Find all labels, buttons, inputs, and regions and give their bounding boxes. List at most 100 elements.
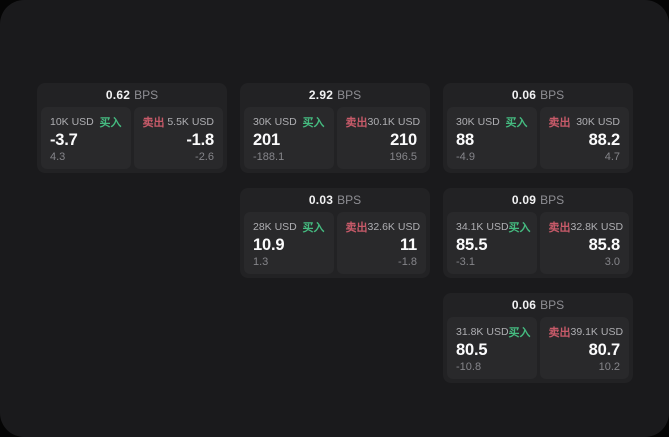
sell-quote-top: 卖出 5.5K USD bbox=[143, 114, 215, 130]
sell-price: 85.8 bbox=[588, 236, 621, 255]
sell-price: 11 bbox=[399, 236, 417, 255]
quote-card: 2.92 BPS 30K USD 买入 201 -188.1 卖出 30.1K … bbox=[240, 83, 430, 173]
bps-value: 0.06 bbox=[511, 298, 537, 312]
sell-delta: 10.2 bbox=[598, 360, 620, 373]
sell-quote-panel[interactable]: 卖出 32.6K USD 11 -1.8 bbox=[336, 212, 426, 274]
quote-card-body: 34.1K USD 买入 85.5 -3.1 卖出 32.8K USD 85.8… bbox=[443, 212, 633, 278]
sell-price: 88.2 bbox=[588, 131, 621, 150]
quote-card: 0.06 BPS 31.8K USD 买入 80.5 -10.8 卖出 39.1… bbox=[443, 293, 633, 383]
sell-tag: 卖出 bbox=[548, 117, 571, 129]
buy-price: 10.9 bbox=[253, 236, 285, 255]
sell-quote-top: 卖出 32.6K USD bbox=[345, 219, 421, 235]
buy-tag: 买入 bbox=[302, 222, 325, 234]
sell-quote-panel[interactable]: 卖出 30K USD 88.2 4.7 bbox=[539, 107, 629, 169]
sell-delta: 4.7 bbox=[604, 150, 620, 163]
buy-tag: 买入 bbox=[505, 117, 528, 129]
sell-size-label: 5.5K USD bbox=[167, 116, 214, 128]
sell-delta: 3.0 bbox=[604, 255, 620, 268]
sell-quote-panel[interactable]: 卖出 5.5K USD -1.8 -2.6 bbox=[133, 107, 223, 169]
quote-card-body: 30K USD 买入 201 -188.1 卖出 30.1K USD 210 1… bbox=[240, 107, 430, 173]
sell-delta: -1.8 bbox=[398, 255, 417, 268]
quote-card-body: 28K USD 买入 10.9 1.3 卖出 32.6K USD 11 -1.8 bbox=[240, 212, 430, 278]
sell-tag: 卖出 bbox=[548, 327, 571, 339]
buy-size-label: 30K USD bbox=[456, 116, 500, 128]
bps-suffix-label: BPS bbox=[540, 88, 565, 102]
sell-quote-top: 卖出 39.1K USD bbox=[548, 324, 624, 340]
buy-price: -3.7 bbox=[50, 131, 78, 150]
sell-quote-top: 卖出 32.8K USD bbox=[548, 219, 624, 235]
bps-header: 0.06 BPS bbox=[443, 293, 633, 317]
bps-suffix-label: BPS bbox=[540, 298, 565, 312]
cards-grid: 0.62 BPS 10K USD 买入 -3.7 4.3 卖出 5.5K USD… bbox=[37, 83, 633, 383]
sell-quote-top: 卖出 30K USD bbox=[549, 114, 621, 130]
sell-quote-top: 卖出 30.1K USD bbox=[345, 114, 421, 130]
buy-price: 88 bbox=[456, 131, 474, 150]
sell-delta: 196.5 bbox=[389, 150, 417, 163]
bps-suffix-label: BPS bbox=[540, 193, 565, 207]
buy-quote-top: 10K USD 买入 bbox=[50, 114, 122, 130]
buy-tag: 买入 bbox=[508, 327, 531, 339]
sell-tag: 卖出 bbox=[345, 222, 368, 234]
sell-size-label: 32.6K USD bbox=[367, 221, 421, 233]
sell-size-label: 39.1K USD bbox=[570, 326, 624, 338]
sell-price: -1.8 bbox=[186, 131, 214, 150]
bps-value: 2.92 bbox=[308, 88, 334, 102]
buy-quote-top: 31.8K USD 买入 bbox=[456, 324, 531, 340]
sell-size-label: 32.8K USD bbox=[570, 221, 624, 233]
buy-size-label: 28K USD bbox=[253, 221, 297, 233]
buy-delta: 1.3 bbox=[253, 255, 269, 268]
buy-delta: -10.8 bbox=[456, 360, 482, 373]
sell-tag: 卖出 bbox=[142, 117, 165, 129]
sell-quote-panel[interactable]: 卖出 39.1K USD 80.7 10.2 bbox=[539, 317, 629, 379]
buy-quote-top: 28K USD 买入 bbox=[253, 219, 325, 235]
bps-value: 0.09 bbox=[511, 193, 537, 207]
bps-suffix-label: BPS bbox=[337, 88, 362, 102]
quote-card-body: 30K USD 买入 88 -4.9 卖出 30K USD 88.2 4.7 bbox=[443, 107, 633, 173]
bps-value: 0.06 bbox=[511, 88, 537, 102]
buy-tag: 买入 bbox=[302, 117, 325, 129]
buy-delta: -4.9 bbox=[456, 150, 475, 163]
bps-header: 2.92 BPS bbox=[240, 83, 430, 107]
buy-quote-top: 30K USD 买入 bbox=[253, 114, 325, 130]
buy-quote-panel[interactable]: 34.1K USD 买入 85.5 -3.1 bbox=[447, 212, 537, 274]
buy-quote-panel[interactable]: 30K USD 买入 88 -4.9 bbox=[447, 107, 537, 169]
buy-quote-panel[interactable]: 28K USD 买入 10.9 1.3 bbox=[244, 212, 334, 274]
buy-quote-panel[interactable]: 10K USD 买入 -3.7 4.3 bbox=[41, 107, 131, 169]
buy-tag: 买入 bbox=[99, 117, 122, 129]
bps-value: 0.62 bbox=[105, 88, 131, 102]
quote-card: 0.03 BPS 28K USD 买入 10.9 1.3 卖出 32.6K US… bbox=[240, 188, 430, 278]
buy-size-label: 34.1K USD bbox=[456, 221, 509, 233]
buy-delta: -188.1 bbox=[253, 150, 285, 163]
sell-tag: 卖出 bbox=[345, 117, 368, 129]
quote-card: 0.09 BPS 34.1K USD 买入 85.5 -3.1 卖出 32.8K… bbox=[443, 188, 633, 278]
quote-card: 0.06 BPS 30K USD 买入 88 -4.9 卖出 30K USD 8… bbox=[443, 83, 633, 173]
bps-suffix-label: BPS bbox=[134, 88, 159, 102]
buy-quote-top: 30K USD 买入 bbox=[456, 114, 528, 130]
buy-delta: -3.1 bbox=[456, 255, 475, 268]
bps-header: 0.62 BPS bbox=[37, 83, 227, 107]
sell-size-label: 30K USD bbox=[576, 116, 620, 128]
buy-size-label: 10K USD bbox=[50, 116, 94, 128]
buy-size-label: 30K USD bbox=[253, 116, 297, 128]
bps-value: 0.03 bbox=[308, 193, 334, 207]
buy-price: 80.5 bbox=[456, 341, 488, 360]
buy-quote-panel[interactable]: 30K USD 买入 201 -188.1 bbox=[244, 107, 334, 169]
sell-tag: 卖出 bbox=[548, 222, 571, 234]
sell-price: 210 bbox=[390, 131, 417, 150]
buy-tag: 买入 bbox=[508, 222, 531, 234]
buy-quote-panel[interactable]: 31.8K USD 买入 80.5 -10.8 bbox=[447, 317, 537, 379]
buy-size-label: 31.8K USD bbox=[456, 326, 509, 338]
bps-suffix-label: BPS bbox=[337, 193, 362, 207]
sell-quote-panel[interactable]: 卖出 32.8K USD 85.8 3.0 bbox=[539, 212, 629, 274]
buy-quote-top: 34.1K USD 买入 bbox=[456, 219, 531, 235]
buy-price: 201 bbox=[253, 131, 280, 150]
sell-size-label: 30.1K USD bbox=[367, 116, 421, 128]
quote-card-body: 10K USD 买入 -3.7 4.3 卖出 5.5K USD -1.8 -2.… bbox=[37, 107, 227, 173]
buy-delta: 4.3 bbox=[50, 150, 66, 163]
bps-header: 0.09 BPS bbox=[443, 188, 633, 212]
quote-card: 0.62 BPS 10K USD 买入 -3.7 4.3 卖出 5.5K USD… bbox=[37, 83, 227, 173]
sell-quote-panel[interactable]: 卖出 30.1K USD 210 196.5 bbox=[336, 107, 426, 169]
bps-header: 0.03 BPS bbox=[240, 188, 430, 212]
sell-price: 80.7 bbox=[588, 341, 621, 360]
